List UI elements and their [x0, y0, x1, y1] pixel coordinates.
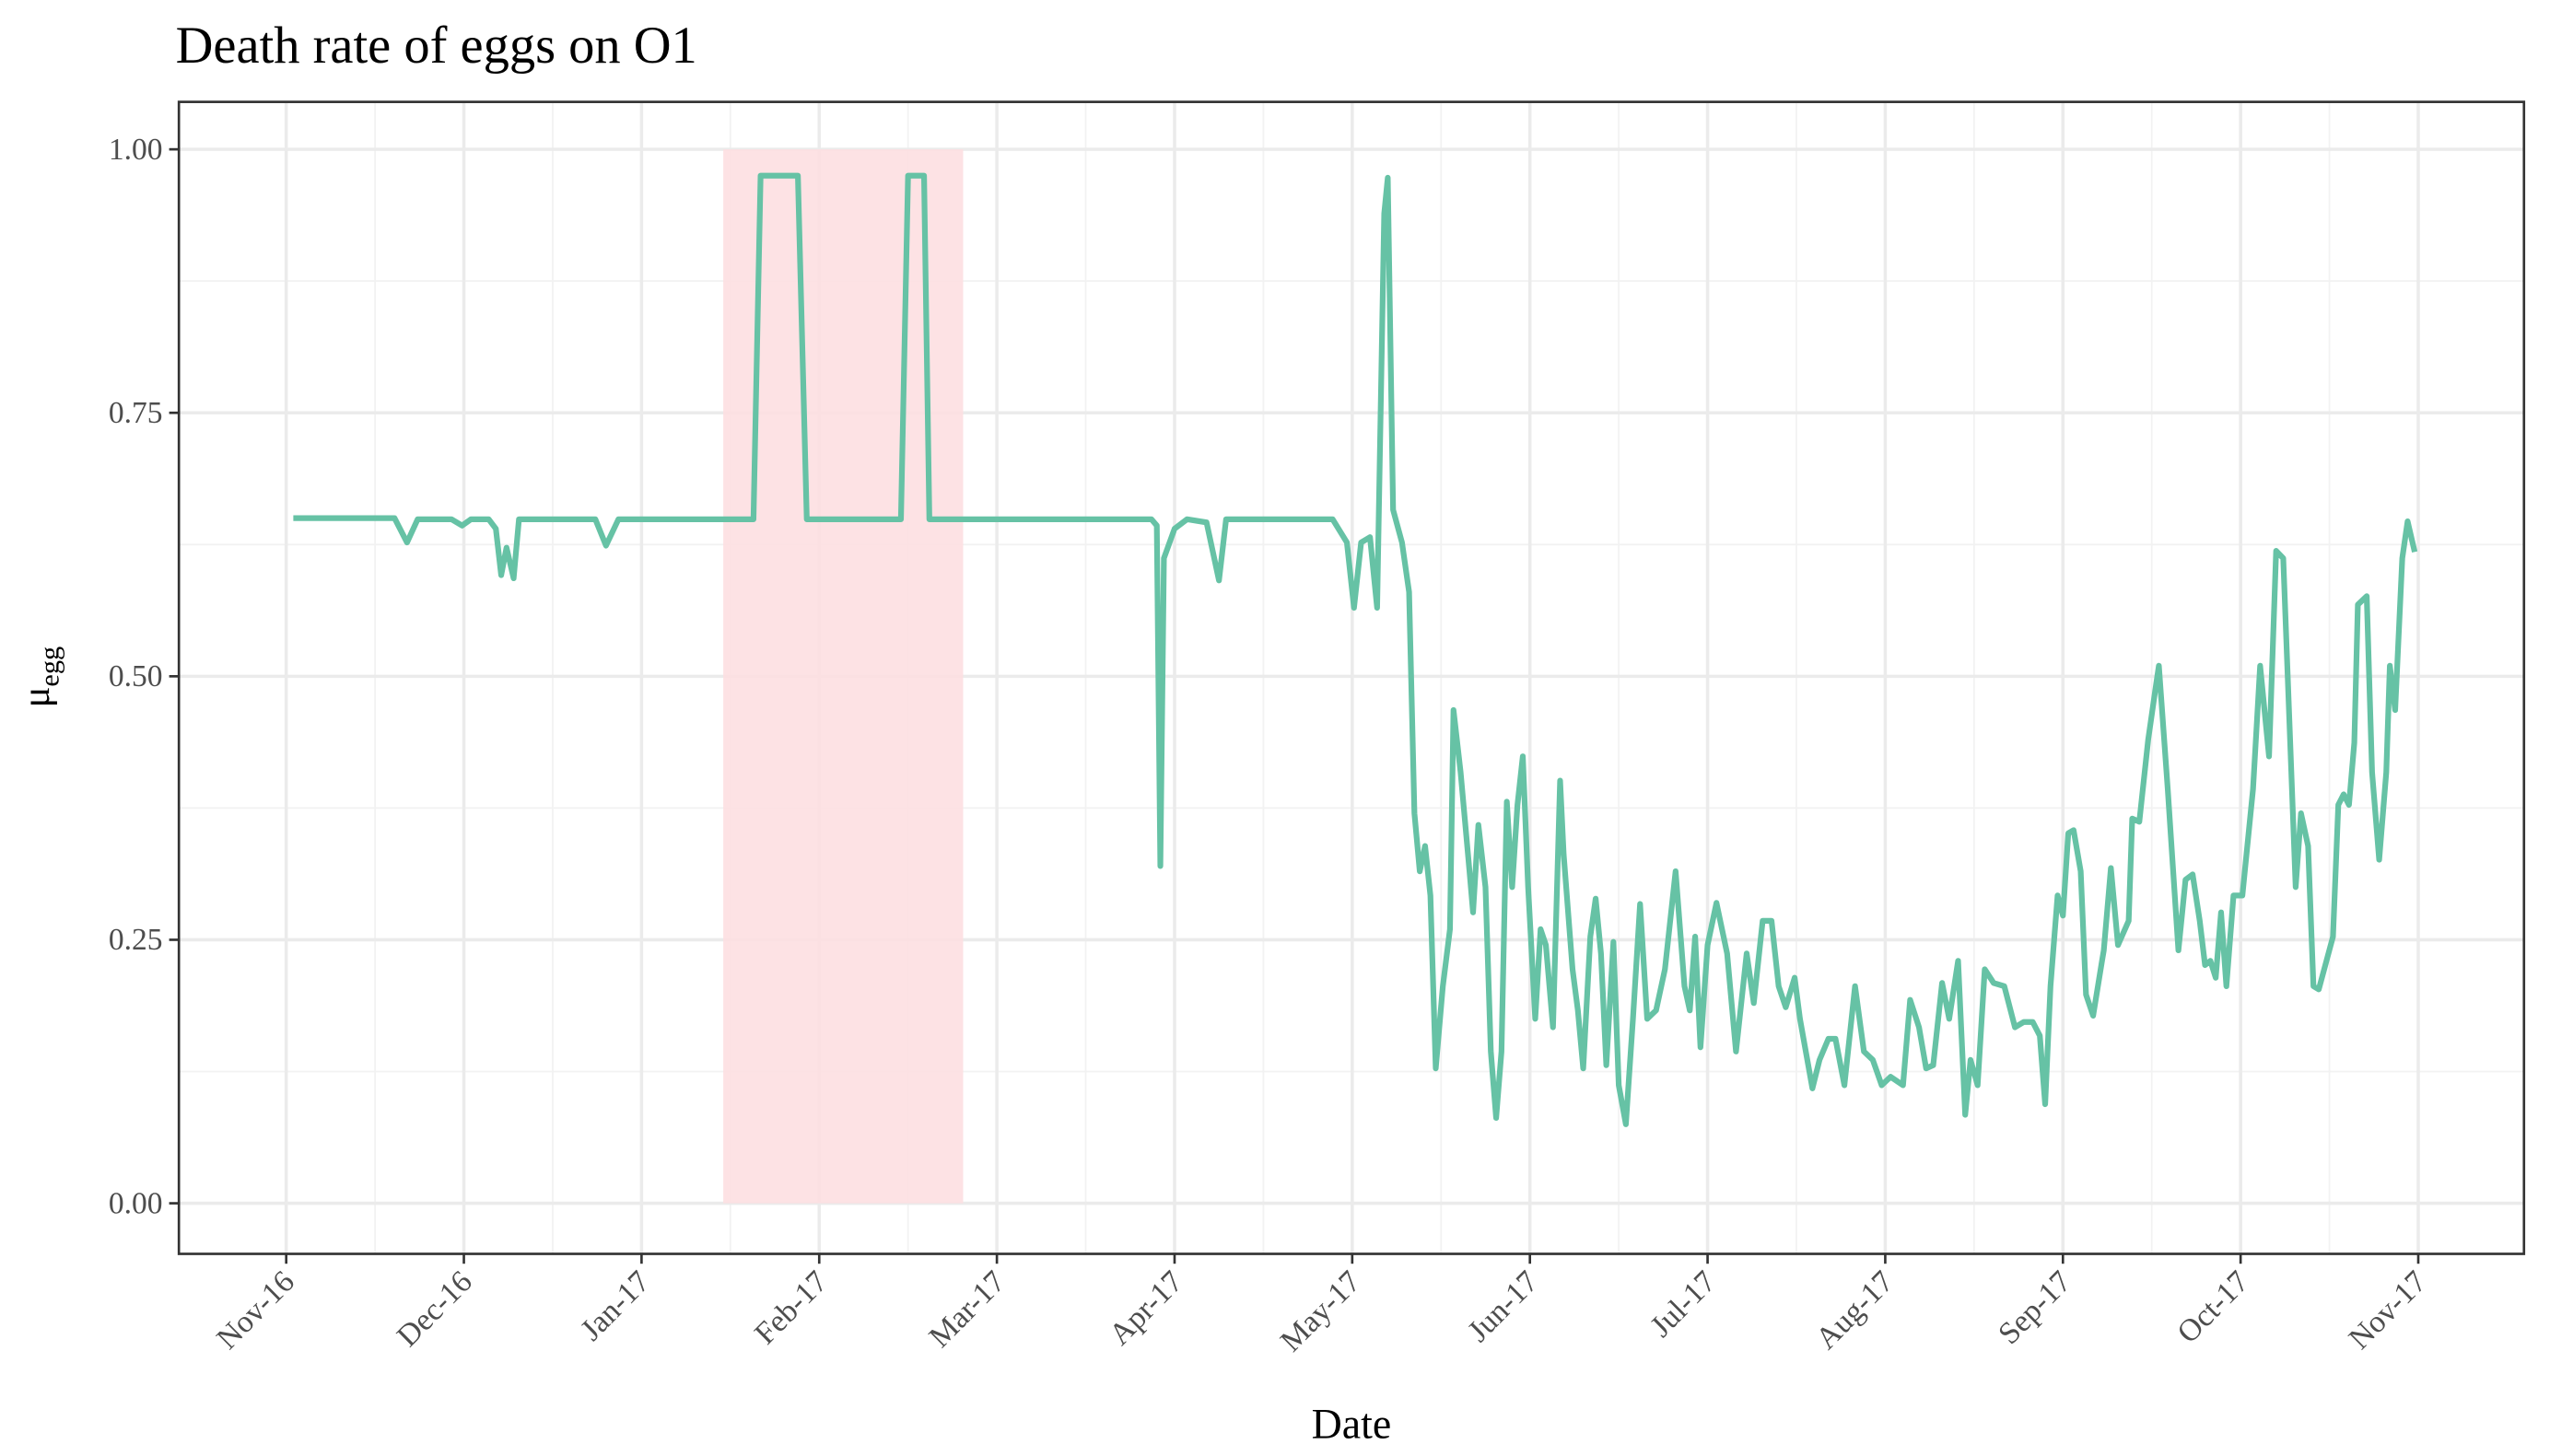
y-axis-title: μegg [15, 646, 64, 708]
y-axis-symbol: μ [15, 687, 58, 708]
x-tick-label: Feb-17 [748, 1264, 834, 1351]
x-tick-label: Jun-17 [1461, 1264, 1545, 1349]
x-axis-title: Date [1312, 1400, 1392, 1447]
x-tick-label: May-17 [1274, 1264, 1367, 1358]
x-tick-label: Nov-17 [2343, 1264, 2433, 1357]
x-tick-label: Jul-17 [1643, 1264, 1722, 1344]
x-tick-label: Aug-17 [1809, 1264, 1900, 1357]
x-tick-label: Apr-17 [1103, 1264, 1189, 1352]
y-tick-label: 0.25 [109, 923, 163, 957]
x-tick-label: Mar-17 [923, 1264, 1012, 1355]
y-tick-label: 0.75 [109, 396, 163, 430]
chart-title: Death rate of eggs on O1 [176, 17, 697, 75]
y-tick-label: 0.50 [109, 659, 163, 693]
shaded-region [723, 149, 964, 1204]
x-tick-label: Jan-17 [574, 1264, 656, 1347]
x-tick-label: Sep-17 [1992, 1264, 2077, 1351]
x-tick-label: Oct-17 [2170, 1264, 2255, 1350]
data-line [293, 172, 2418, 1127]
y-tick-label: 0.00 [109, 1186, 163, 1220]
x-tick-label: Dec-16 [391, 1264, 479, 1354]
y-tick-label: 1.00 [109, 133, 163, 167]
x-tick-label: Nov-16 [210, 1264, 300, 1357]
y-axis-subscript: egg [34, 646, 65, 687]
